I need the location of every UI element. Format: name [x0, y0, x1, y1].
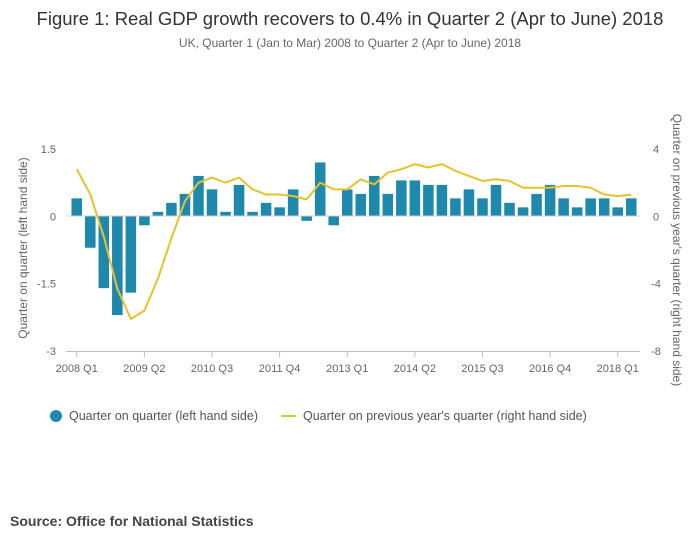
bar	[341, 189, 353, 217]
bar	[71, 198, 83, 217]
bar	[625, 198, 637, 217]
bar	[139, 216, 150, 226]
x-tick-label: 2014 Q2	[394, 363, 436, 375]
left-axis-ticks: 1.5 0 -1.5 -3	[37, 144, 56, 358]
bar	[98, 216, 110, 289]
bar	[436, 184, 448, 217]
x-axis-ticks: 2008 Q1 2009 Q2 2010 Q3 2011 Q4 2013 Q1 2014 …	[56, 351, 639, 375]
bar	[423, 184, 434, 217]
bar	[166, 202, 177, 217]
bar	[409, 180, 421, 217]
bar	[328, 216, 339, 226]
x-tick-label: 2010 Q3	[191, 363, 233, 375]
bar	[206, 189, 218, 217]
legend-bar-swatch	[50, 410, 62, 422]
bar	[571, 207, 583, 217]
right-tick-label: -8	[651, 346, 661, 358]
left-tick-label: -3	[46, 346, 56, 358]
chart-subtitle: UK, Quarter 1 (Jan to Mar) 2008 to Quart…	[178, 36, 522, 50]
bar	[247, 211, 258, 217]
line-series	[75, 163, 632, 321]
chart-title: Figure 1: Real GDP growth recovers to 0.…	[36, 8, 664, 29]
bar-series	[71, 162, 637, 316]
right-tick-label: 0	[653, 211, 659, 223]
bar	[233, 184, 245, 217]
bar	[477, 198, 488, 217]
bar	[125, 216, 137, 293]
legend: Quarter on quarter (left hand side) Quar…	[50, 409, 587, 423]
legend-line-label: Quarter on previous year's quarter (righ…	[303, 409, 587, 423]
right-axis-ticks: 4 0 -4 -8	[651, 144, 661, 358]
bar	[287, 189, 299, 217]
bar	[355, 193, 367, 217]
bar	[260, 202, 272, 217]
source-note: Source: Office for National Statistics	[10, 513, 254, 529]
bar	[531, 193, 542, 217]
right-tick-label: 4	[653, 144, 659, 156]
axes	[66, 215, 640, 352]
bar	[558, 198, 569, 217]
bar	[314, 162, 326, 217]
x-tick-label: 2018 Q1	[597, 363, 639, 375]
x-tick-label: 2008 Q1	[56, 363, 98, 375]
bar	[396, 180, 407, 217]
bar	[193, 175, 204, 217]
legend-bar-label: Quarter on quarter (left hand side)	[69, 409, 258, 423]
x-tick-label: 2009 Q2	[123, 363, 165, 375]
bar	[544, 184, 556, 217]
bar	[85, 216, 96, 248]
bar	[612, 207, 623, 217]
bar	[463, 189, 475, 217]
bar	[301, 216, 312, 221]
x-tick-label: 2016 Q4	[529, 363, 571, 375]
bar	[517, 207, 529, 217]
bar	[598, 198, 610, 217]
bar	[369, 175, 380, 217]
bar	[220, 211, 231, 217]
bar	[490, 184, 502, 217]
x-tick-label: 2013 Q1	[326, 363, 368, 375]
left-tick-label: 1.5	[41, 144, 56, 156]
right-tick-label: -4	[651, 279, 661, 291]
x-tick-label: 2015 Q3	[461, 363, 503, 375]
x-tick-label: 2011 Q4	[259, 363, 300, 375]
left-axis-label: Quarter on quarter (left hand side)	[16, 157, 30, 338]
left-tick-label: -1.5	[37, 279, 56, 291]
bar	[504, 202, 515, 217]
yoy-growth-line	[75, 163, 632, 321]
bar	[382, 193, 394, 217]
left-tick-label: 0	[50, 211, 56, 223]
bar	[179, 193, 191, 217]
bar	[274, 207, 285, 217]
bar	[450, 198, 461, 217]
right-axis-label: Quarter on previous year's quarter (righ…	[670, 114, 684, 386]
bar	[112, 216, 123, 316]
bar	[585, 198, 596, 217]
bar	[152, 211, 164, 217]
